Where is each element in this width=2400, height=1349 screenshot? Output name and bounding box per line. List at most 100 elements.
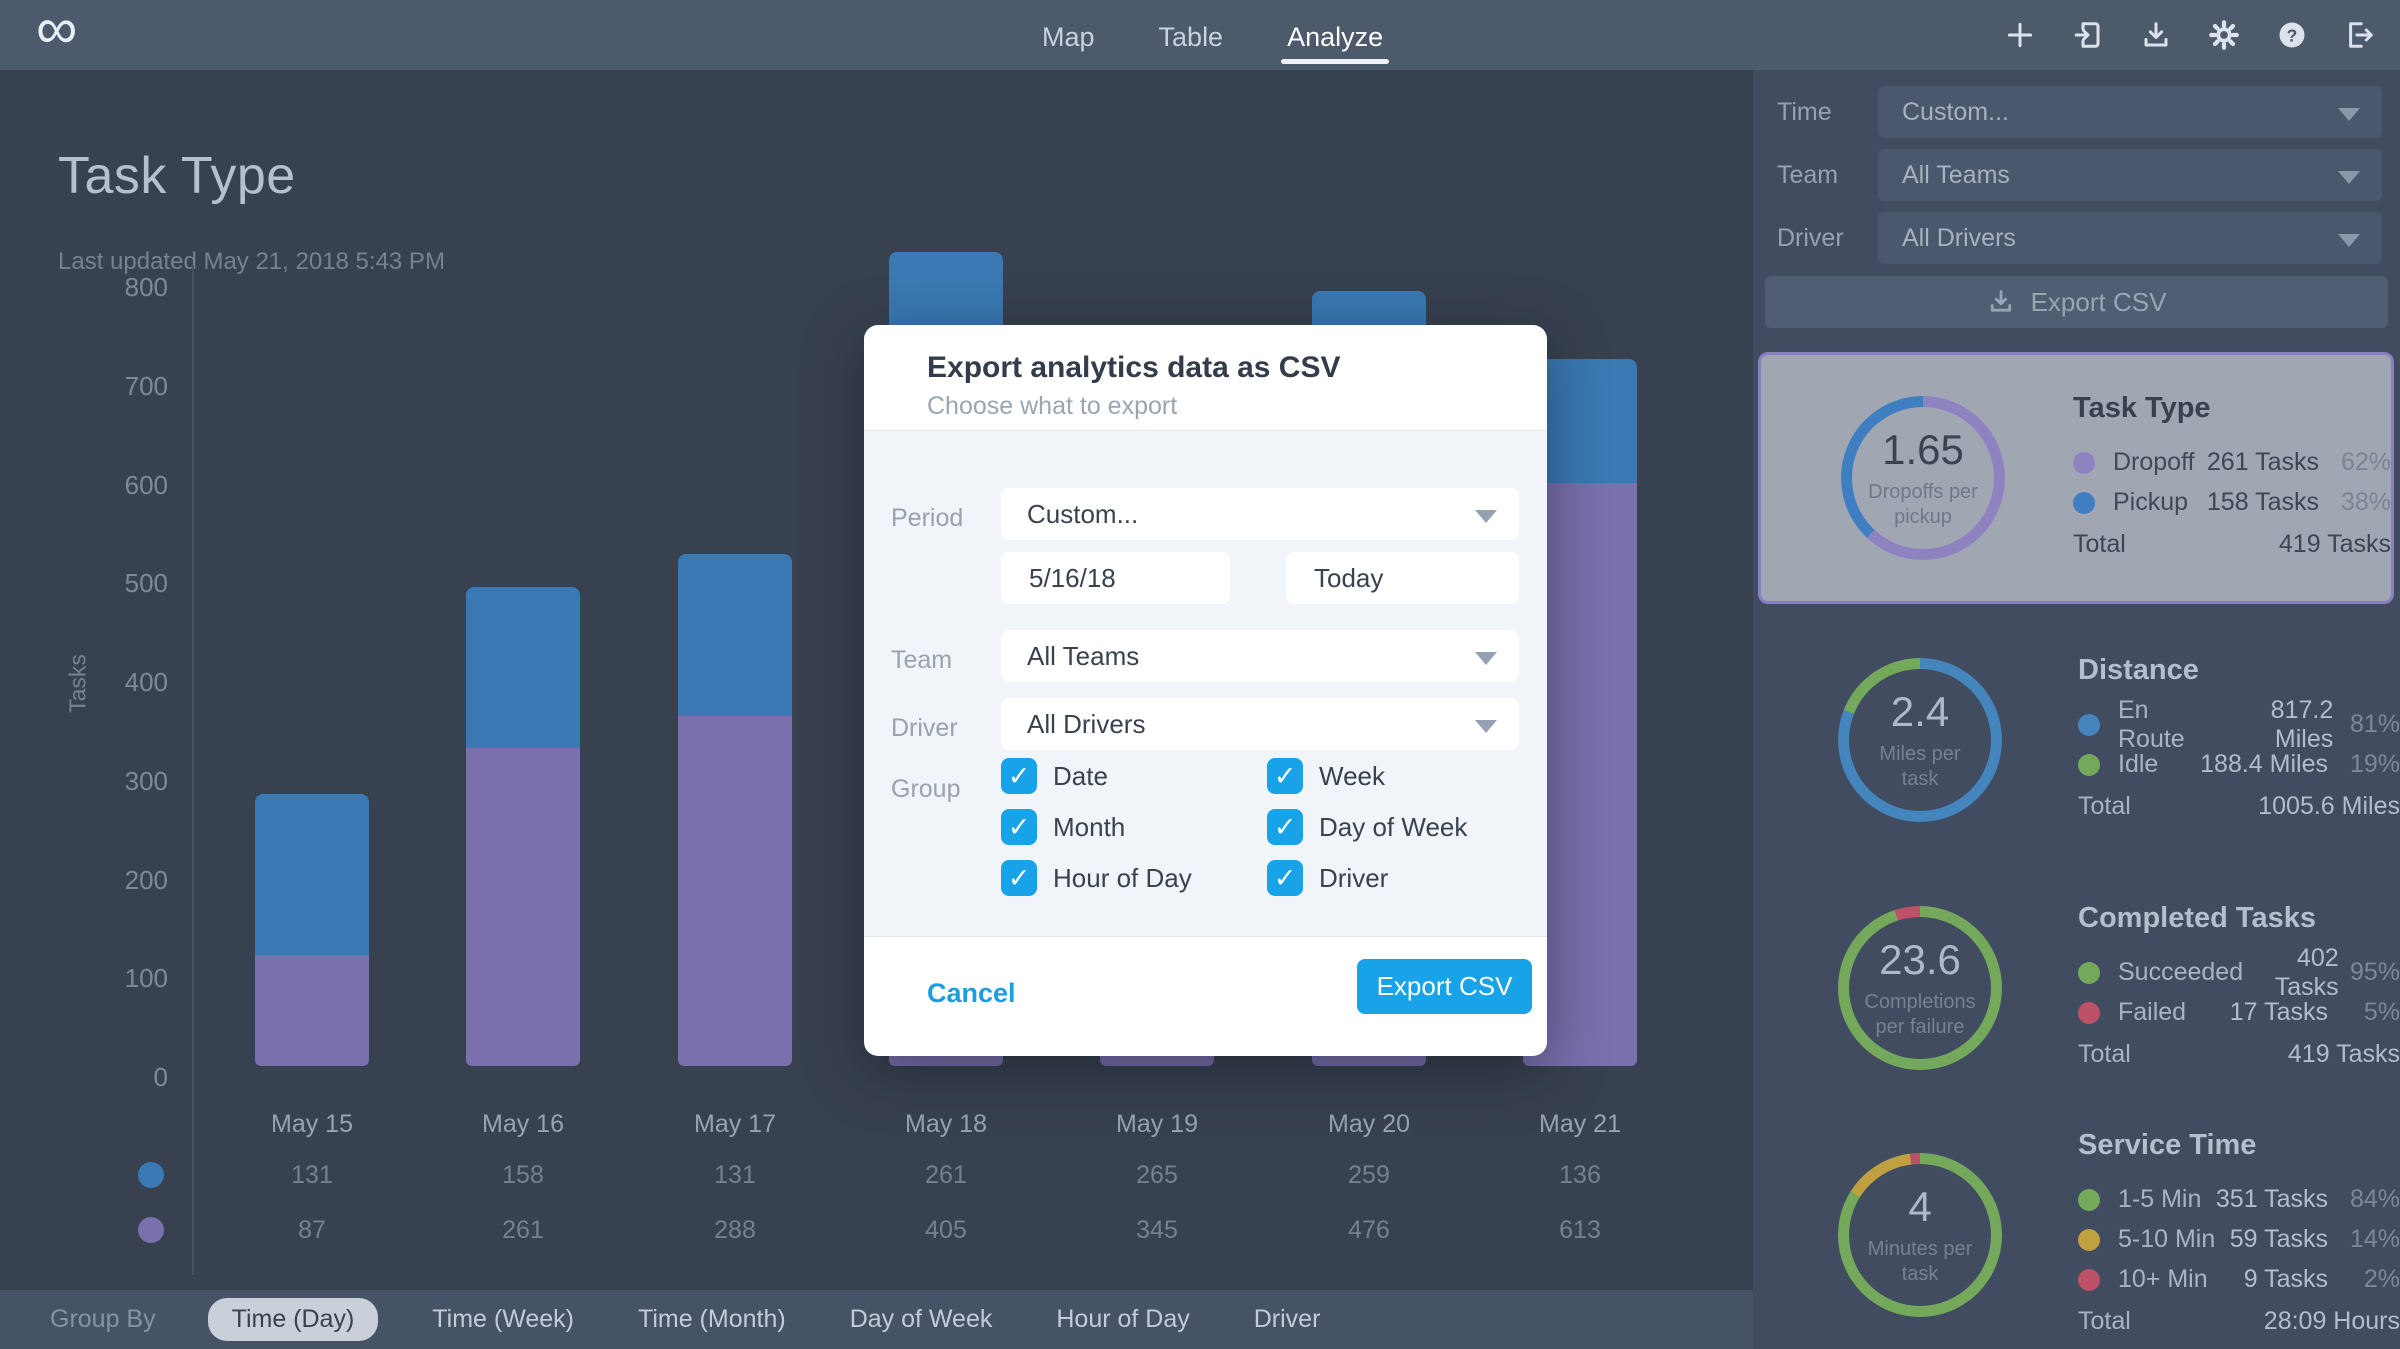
series-value: 59 Tasks (2229, 1225, 2328, 1253)
bar-dropoff[interactable] (255, 955, 369, 1066)
x-axis-label: May 21 (1539, 1110, 1621, 1138)
checkbox-checked-icon[interactable]: ✓ (1267, 809, 1303, 845)
period-select[interactable]: Custom... (1001, 488, 1519, 540)
card-title: Completed Tasks (2078, 901, 2316, 934)
onfleet-logo-icon[interactable]: ∞ (36, 0, 78, 61)
bar-pickup[interactable] (255, 794, 369, 955)
group-option-label: Driver (1319, 862, 1389, 893)
total-label: Total (2073, 530, 2126, 558)
cancel-button[interactable]: Cancel (927, 978, 1016, 1008)
checkbox-checked-icon[interactable]: ✓ (1001, 758, 1037, 794)
pickup-legend-dot (138, 1162, 164, 1188)
group-option-day-of-week[interactable]: ✓ Day of Week (1267, 809, 1467, 845)
group-by-option-hour-of-day[interactable]: Hour of Day (1056, 1305, 1190, 1333)
team-value: All Teams (1027, 641, 1140, 671)
metric-card-task-type[interactable]: 1.65 Dropoffs per pickup Task Type Dropo… (1758, 352, 2394, 604)
group-by-option-day-of-week[interactable]: Day of Week (849, 1305, 993, 1333)
ring-center-value: 2.4 (1890, 688, 1950, 735)
donut-ring: 1.65 Dropoffs per pickup (1841, 396, 2005, 560)
series-value: 9 Tasks (2243, 1265, 2328, 1293)
checkbox-checked-icon[interactable]: ✓ (1001, 860, 1037, 896)
plus-icon[interactable] (2004, 19, 2036, 51)
pickup-value: 131 (291, 1161, 333, 1189)
series-percent: 19% (2349, 750, 2400, 778)
driver-select[interactable]: All Drivers (1001, 698, 1519, 750)
total-value: 28:09 Hours (2263, 1307, 2400, 1335)
import-icon[interactable] (2072, 19, 2104, 51)
series-value: 817.2 Miles (2270, 695, 2334, 753)
bar-dropoff[interactable] (678, 716, 792, 1066)
pickup-value: 136 (1559, 1161, 1601, 1189)
tab-table[interactable]: Table (1158, 21, 1224, 52)
group-by-option-time-week-[interactable]: Time (Week) (432, 1305, 574, 1333)
series-dot-icon (2078, 1001, 2100, 1024)
sidebar-export-csv-button[interactable]: Export CSV (1765, 276, 2388, 328)
group-option-hour-of-day[interactable]: ✓ Hour of Day (1001, 860, 1192, 896)
help-icon[interactable]: ? (2276, 19, 2308, 51)
metric-row: Succeeded 402 Tasks 95% (2078, 944, 2400, 1001)
series-percent: 95% (2349, 958, 2400, 986)
series-label: Dropoff (2113, 448, 2195, 476)
series-dot-icon (2078, 1268, 2100, 1291)
team-filter-select[interactable]: All Teams (1878, 149, 2382, 201)
ring-center-label: Miles per task (1879, 743, 1961, 790)
series-label: 10+ Min (2118, 1265, 2208, 1293)
driver-filter-label: Driver (1777, 224, 1844, 252)
svg-text:?: ? (2287, 25, 2298, 45)
group-by-option-driver[interactable]: Driver (1253, 1305, 1321, 1333)
dropoff-value: 405 (925, 1216, 967, 1244)
y-axis-tick: 300 (124, 765, 168, 796)
time-filter-select[interactable]: Custom... (1878, 86, 2382, 138)
series-percent: 5% (2363, 998, 2400, 1026)
checkbox-checked-icon[interactable]: ✓ (1267, 860, 1303, 896)
chevron-down-icon (1475, 652, 1497, 665)
group-by-option-time-month-[interactable]: Time (Month) (637, 1305, 786, 1333)
group-option-date[interactable]: ✓ Date (1001, 758, 1108, 794)
end-date-field[interactable]: Today (1286, 552, 1519, 604)
series-percent: 81% (2349, 710, 2400, 738)
ring-center-value: 4 (1908, 1183, 1932, 1230)
group-option-week[interactable]: ✓ Week (1267, 758, 1385, 794)
group-option-label: Week (1319, 760, 1385, 791)
settings-gear-icon[interactable] (2208, 19, 2240, 51)
series-dot-icon (2073, 491, 2095, 514)
total-row: Total 419 Tasks (2078, 1035, 2400, 1075)
team-select[interactable]: All Teams (1001, 630, 1519, 682)
series-dot-icon (2078, 753, 2100, 776)
start-date-field[interactable]: 5/16/18 (1001, 552, 1230, 604)
ring-center-value: 23.6 (1879, 936, 1961, 983)
card-title: Distance (2078, 653, 2199, 686)
metric-row: En Route 817.2 Miles 81% (2078, 696, 2400, 753)
time-filter-label: Time (1777, 98, 1832, 126)
y-axis-tick: 400 (124, 667, 168, 697)
group-by-option-time-day-[interactable]: Time (Day) (207, 1298, 379, 1341)
checkbox-checked-icon[interactable]: ✓ (1001, 809, 1037, 845)
tab-analyze[interactable]: Analyze (1281, 5, 1390, 66)
group-option-month[interactable]: ✓ Month (1001, 809, 1125, 845)
series-value: 158 Tasks (2206, 488, 2319, 516)
group-option-driver[interactable]: ✓ Driver (1267, 860, 1388, 896)
x-axis-label: May 15 (271, 1110, 353, 1138)
end-date-value: Today (1314, 563, 1384, 593)
tab-map[interactable]: Map (1042, 21, 1095, 52)
metric-card-service-time[interactable]: 4 Minutes per task Service Time 1-5 Min … (1753, 1117, 2400, 1349)
modal-export-csv-button[interactable]: Export CSV (1357, 959, 1532, 1014)
bar-pickup[interactable] (466, 587, 580, 748)
checkbox-checked-icon[interactable]: ✓ (1267, 758, 1303, 794)
metric-row: 1-5 Min 351 Tasks 84% (2078, 1180, 2400, 1220)
total-label: Total (2078, 792, 2131, 820)
driver-filter-select[interactable]: All Drivers (1878, 212, 2382, 264)
export-csv-modal: Export analytics data as CSV Choose what… (864, 325, 1547, 1056)
dropoff-value: 288 (714, 1216, 756, 1244)
metric-card-completed-tasks[interactable]: 23.6 Completions per failure Completed T… (1753, 865, 2400, 1111)
bar-dropoff[interactable] (466, 748, 580, 1066)
team-filter-label: Team (1777, 161, 1839, 189)
series-value: 17 Tasks (2229, 998, 2328, 1026)
download-icon[interactable] (2140, 19, 2172, 51)
metric-card-distance[interactable]: 2.4 Miles per task Distance En Route 817… (1753, 617, 2400, 863)
logout-icon[interactable] (2344, 19, 2376, 51)
bar-pickup[interactable] (678, 554, 792, 716)
team-label: Team (891, 646, 953, 674)
team-filter-value: All Teams (1902, 161, 2010, 189)
total-label: Total (2078, 1307, 2131, 1335)
